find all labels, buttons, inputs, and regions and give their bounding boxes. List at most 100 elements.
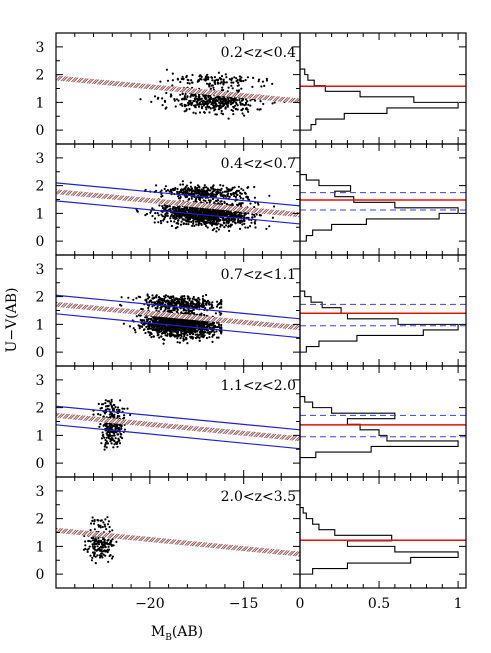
data-point: [99, 519, 102, 522]
data-point: [165, 91, 168, 95]
data-point: [199, 332, 202, 335]
data-point: [151, 301, 155, 304]
data-point: [156, 97, 159, 100]
data-point: [163, 187, 166, 191]
data-point: [236, 81, 240, 84]
data-point: [201, 188, 204, 191]
data-point: [96, 545, 99, 548]
data-point: [164, 100, 167, 103]
data-point: [241, 220, 244, 223]
data-point: [204, 94, 207, 97]
data-point: [89, 540, 92, 543]
data-point: [190, 309, 194, 312]
data-point: [189, 101, 192, 104]
data-point: [147, 306, 150, 310]
data-point: [105, 436, 108, 439]
data-point: [204, 98, 207, 101]
data-point: [192, 305, 195, 308]
data-point: [217, 202, 220, 205]
data-point: [189, 309, 192, 312]
data-point: [186, 95, 189, 99]
data-point: [273, 205, 276, 208]
data-point: [189, 185, 192, 188]
data-point: [207, 192, 210, 196]
data-point: [210, 103, 213, 106]
data-point: [180, 191, 183, 194]
data-point: [93, 554, 96, 558]
data-point: [177, 219, 180, 222]
data-point: [253, 206, 256, 209]
data-point: [166, 189, 169, 192]
data-point: [186, 319, 189, 322]
data-point: [148, 296, 151, 299]
data-point: [218, 311, 221, 314]
data-point: [231, 102, 234, 105]
data-point: [149, 318, 152, 321]
data-point: [259, 100, 262, 103]
data-point: [84, 547, 87, 551]
data-point: [197, 224, 200, 227]
data-point: [95, 542, 98, 545]
data-point: [102, 538, 105, 541]
data-point: [245, 101, 248, 105]
data-point: [247, 198, 250, 201]
data-point: [182, 78, 185, 81]
data-point: [211, 224, 214, 227]
data-point: [254, 226, 257, 229]
data-point: [198, 75, 201, 78]
data-point: [165, 68, 168, 71]
data-point: [147, 330, 150, 334]
data-point: [217, 336, 220, 339]
data-point: [113, 413, 116, 416]
data-point: [188, 208, 191, 211]
data-point: [159, 297, 162, 300]
data-point: [184, 336, 188, 339]
y-tick-label: 1: [36, 539, 45, 555]
data-point: [160, 222, 163, 225]
data-point: [164, 294, 168, 297]
data-point: [103, 448, 106, 451]
data-point: [112, 544, 115, 547]
data-point: [173, 99, 176, 102]
redshift-label: 1.1<z<2.0: [221, 378, 296, 394]
data-point: [94, 562, 97, 565]
data-point: [110, 412, 114, 415]
data-point: [109, 434, 112, 438]
data-point: [204, 299, 207, 303]
data-point: [184, 309, 187, 312]
data-point: [173, 214, 176, 217]
data-point: [97, 519, 100, 522]
data-point: [204, 106, 208, 109]
data-point: [156, 306, 159, 309]
data-point: [182, 218, 185, 221]
data-point: [158, 204, 161, 207]
data-point: [236, 204, 239, 207]
data-point: [215, 336, 219, 339]
data-point: [235, 89, 239, 92]
data-point: [104, 518, 107, 521]
data-point: [215, 193, 218, 196]
data-point: [206, 329, 210, 332]
data-point: [243, 214, 246, 217]
data-point: [207, 83, 210, 86]
data-point: [198, 97, 201, 100]
data-point: [109, 427, 112, 430]
data-point: [199, 196, 202, 199]
data-point: [139, 296, 142, 299]
data-point: [151, 214, 154, 218]
data-point: [183, 110, 186, 113]
data-point: [106, 407, 109, 410]
data-point: [244, 226, 247, 229]
data-point: [220, 109, 223, 113]
data-point: [205, 222, 208, 225]
data-point: [155, 329, 158, 332]
data-point: [194, 112, 197, 115]
data-point: [114, 441, 117, 444]
data-point: [168, 330, 171, 333]
data-point: [243, 114, 246, 117]
data-point: [101, 525, 104, 529]
data-point: [224, 217, 228, 221]
data-point: [239, 196, 242, 199]
data-point: [215, 191, 218, 195]
